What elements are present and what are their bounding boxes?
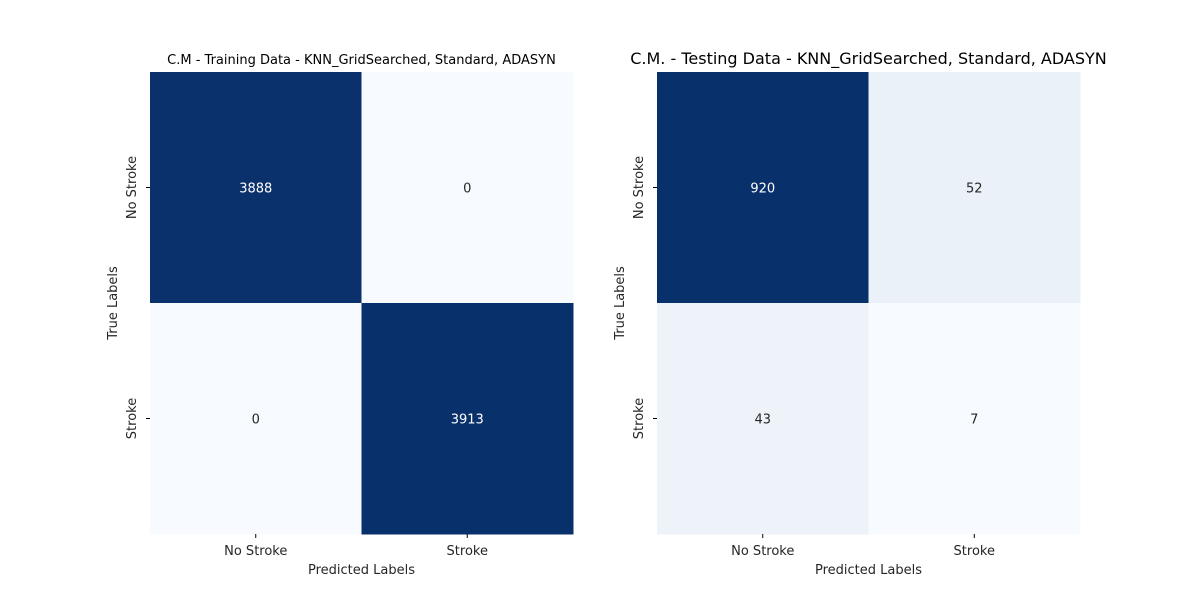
y-tick-label: Stroke (632, 398, 647, 439)
heatmap-cell (361, 303, 574, 535)
heatmap-cell (150, 72, 362, 304)
x-tick-label: Stroke (447, 544, 488, 559)
x-tick-label: No Stroke (224, 544, 287, 559)
y-axis-label: True Labels (106, 266, 121, 341)
cell-value-label: 7 (970, 413, 978, 428)
heatmap-cell (657, 303, 869, 535)
y-tick-label: No Stroke (632, 156, 647, 219)
x-tick-label: No Stroke (731, 544, 794, 559)
x-axis-label: Predicted Labels (308, 563, 415, 578)
heatmap-cell (868, 303, 1081, 535)
cell-value-label: 3913 (451, 413, 484, 428)
y-tick-label: No Stroke (125, 156, 140, 219)
heatmap-panel-2: 920 52 43 7 C.M. - Testing Data - KNN_GridSe… (613, 49, 1107, 578)
cell-value-label: 0 (252, 413, 260, 428)
chart-title: C.M - Training Data - KNN_GridSearched, … (167, 53, 556, 68)
heatmap-cell (361, 72, 574, 304)
heatmap-cell (150, 303, 362, 535)
cell-value-label: 0 (463, 182, 471, 197)
heatmap-cell (657, 72, 869, 304)
x-axis-label: Predicted Labels (815, 563, 922, 578)
chart-title: C.M. - Testing Data - KNN_GridSearched, … (630, 49, 1107, 69)
x-tick-label: Stroke (954, 544, 995, 559)
cell-value-label: 920 (750, 182, 775, 197)
cell-value-label: 3888 (239, 182, 272, 197)
cell-value-label: 52 (966, 182, 983, 197)
heatmap-cell (868, 72, 1081, 304)
cell-value-label: 43 (754, 413, 771, 428)
y-axis-label: True Labels (613, 266, 628, 341)
heatmap-panel-1: 3888 0 0 3913 C.M - Training Data - KNN_Grid… (106, 53, 574, 578)
y-tick-label: Stroke (125, 398, 140, 439)
